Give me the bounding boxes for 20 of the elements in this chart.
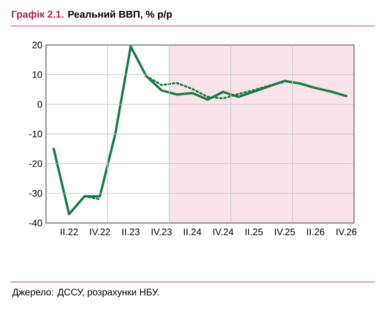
x-tick-label: II.24 — [184, 228, 202, 236]
chart-title: Графік 2.1. — [12, 10, 64, 20]
x-tick-label: IV.23 — [152, 228, 172, 236]
y-tick-label: 20 — [32, 42, 42, 48]
y-tick-label: 10 — [32, 71, 42, 78]
x-tick-label: IV.22 — [90, 228, 110, 236]
x-tick-label: II.22 — [60, 228, 78, 236]
y-tick-label: -10 — [29, 130, 42, 138]
text: Джерело: ДССУ, розрахунки НБУ. — [12, 288, 159, 298]
x-tick-label: II.25 — [246, 228, 263, 236]
x-tick-label: IV.26 — [336, 228, 357, 236]
y-tick-label: -30 — [29, 190, 42, 197]
x-tick-label: IV.25 — [274, 228, 295, 236]
y-tick-label: -40 — [29, 220, 42, 226]
chart-subtitle: Реальний ВВП, % р/р — [68, 10, 172, 20]
y-tick-label: -20 — [29, 160, 42, 168]
x-tick-label: IV.24 — [213, 228, 234, 236]
x-tick-label: II.26 — [307, 228, 324, 236]
y-tick-label: 0 — [38, 100, 42, 108]
x-tick-label: II.23 — [122, 228, 140, 236]
